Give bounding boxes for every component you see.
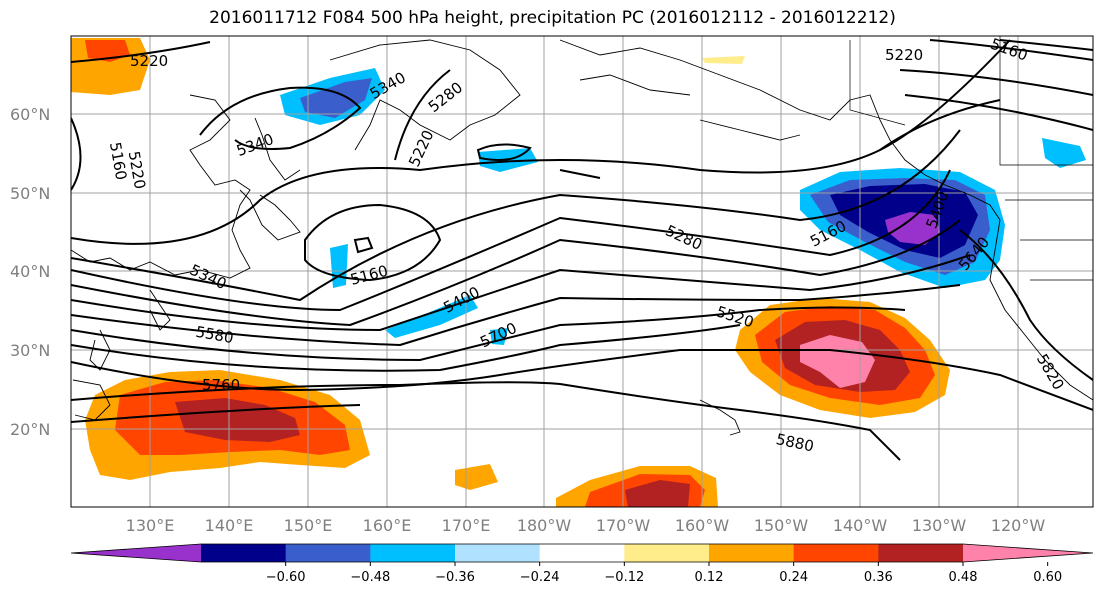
colorbar-segment	[370, 544, 456, 562]
colorbar-tick-label: 0.12	[695, 570, 724, 585]
colorbar-tick-label: −0.60	[266, 570, 306, 585]
precip-shading	[71, 38, 1086, 507]
contour-label: 5760	[202, 376, 240, 394]
lon-label: 160°E	[363, 516, 412, 535]
positive-anomaly-region	[702, 56, 745, 64]
contour-label: 5220	[130, 52, 168, 70]
colorbar-tick-label: 0.36	[864, 570, 893, 585]
colorbar-segment	[539, 544, 625, 562]
positive-anomaly-region	[625, 480, 690, 507]
lat-label: 60°N	[10, 105, 50, 124]
negative-anomaly-region	[300, 78, 372, 118]
lon-label: 130°E	[126, 516, 175, 535]
colorbar-tick-label: −0.48	[350, 570, 390, 585]
colorbar-segment	[793, 544, 879, 562]
latitude-labels: 60°N 50°N 40°N 30°N 20°N	[10, 105, 50, 439]
colorbar-segment	[201, 544, 287, 562]
colorbar-segment	[285, 544, 371, 562]
lon-label: 130°W	[912, 516, 967, 535]
lon-label: 170°W	[596, 516, 651, 535]
lon-label: 140°W	[833, 516, 888, 535]
colorbar-tick-label: 0.24	[779, 570, 808, 585]
colorbar-tick-label: 0.48	[949, 570, 978, 585]
contour-label: 5220	[885, 46, 923, 64]
colorbar-tick-label: −0.24	[520, 570, 560, 585]
colorbar-segment	[624, 544, 710, 562]
colorbar-segment	[455, 544, 541, 562]
colorbar-extension-high	[963, 544, 1093, 562]
colorbar-tick-label: 0.60	[1033, 570, 1062, 585]
lon-label: 160°W	[675, 516, 730, 535]
map-title: 2016011712 F084 500 hPa height, precipit…	[209, 8, 896, 28]
longitude-labels: 130°E 140°E 150°E 160°E 170°E 180°W 170°…	[126, 516, 1046, 535]
colorbar-segment	[878, 544, 964, 562]
lon-label: 120°W	[991, 516, 1046, 535]
lat-label: 30°N	[10, 341, 50, 360]
lon-label: 180°W	[517, 516, 572, 535]
coastlines	[71, 39, 1093, 436]
colorbar-outline	[70, 543, 1094, 563]
lon-label: 150°W	[754, 516, 809, 535]
lon-label: 150°E	[284, 516, 333, 535]
map-frame	[70, 35, 1094, 508]
colorbar-tick-label: −0.36	[435, 570, 475, 585]
positive-anomaly-region	[800, 335, 875, 388]
lat-label: 50°N	[10, 184, 50, 203]
negative-anomaly-region	[1042, 138, 1086, 168]
lon-label: 140°E	[205, 516, 254, 535]
colorbar-segment	[709, 544, 795, 562]
lon-label: 170°E	[442, 516, 491, 535]
colorbar: −0.60 −0.48 −0.36 −0.24 −0.12 0.12 0.24 0.36 0.4…	[70, 543, 1094, 585]
lat-label: 40°N	[10, 262, 50, 281]
colorbar-extension-low	[71, 544, 201, 562]
negative-anomaly-region	[885, 212, 940, 245]
lat-label: 20°N	[10, 420, 50, 439]
height-contours	[71, 39, 1093, 461]
colorbar-tick-label: −0.12	[604, 570, 644, 585]
negative-anomaly-region	[330, 244, 348, 288]
